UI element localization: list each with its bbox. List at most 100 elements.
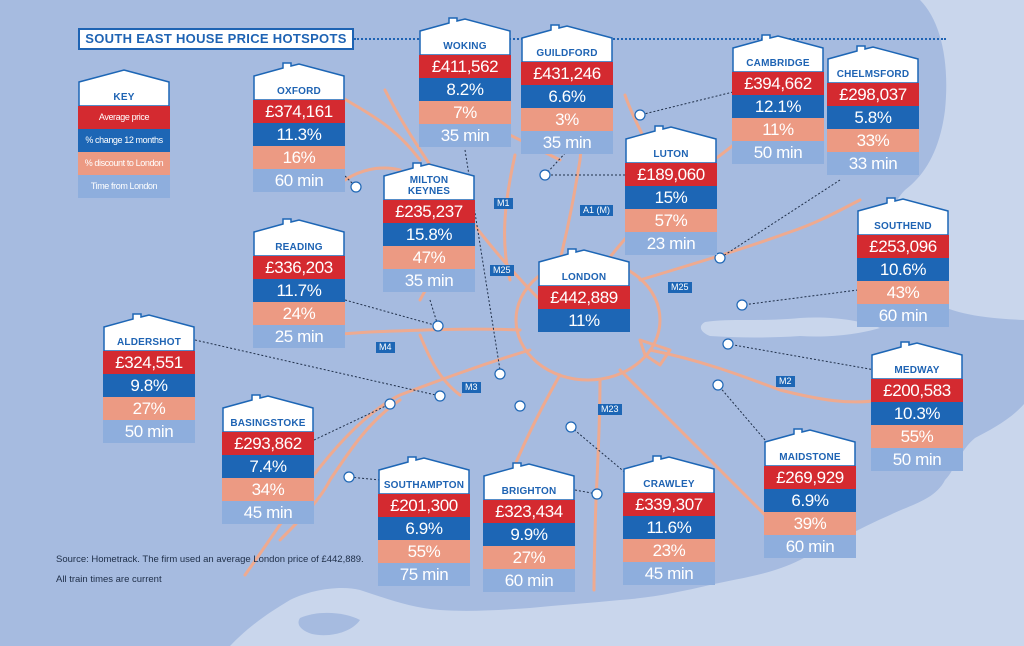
town-change: 11.6% <box>623 516 715 539</box>
town-price: £298,037 <box>827 83 919 106</box>
town-time: 60 min <box>483 569 575 592</box>
town-name: SOUTHEND <box>874 221 932 232</box>
town-change: 9.9% <box>483 523 575 546</box>
town-name: READING <box>275 242 323 253</box>
town-name: CRAWLEY <box>643 479 695 490</box>
house-roof-icon <box>625 125 717 163</box>
town-card-aldershot: ALDERSHOT £324,551 9.8% 27% 50 min <box>103 313 195 443</box>
road-label-m2: M2 <box>776 376 795 387</box>
leader-lines <box>194 91 876 495</box>
town-time: 45 min <box>623 562 715 585</box>
town-card-cambridge: CAMBRIDGE £394,662 12.1% 11% 50 min <box>732 34 824 164</box>
town-card-milton-keynes: MILTON KEYNES £235,237 15.8% 47% 35 min <box>383 162 475 292</box>
town-time: 60 min <box>764 535 856 558</box>
house-roof-icon <box>764 428 856 466</box>
map-key: KEY Average price % change 12 months % d… <box>78 68 170 198</box>
town-price: £324,551 <box>103 351 195 374</box>
town-change: 12.1% <box>732 95 824 118</box>
town-change: 15.8% <box>383 223 475 246</box>
town-time: 50 min <box>732 141 824 164</box>
town-price: £293,862 <box>222 432 314 455</box>
town-time: 45 min <box>222 501 314 524</box>
town-change: 8.2% <box>419 78 511 101</box>
town-price: £323,434 <box>483 500 575 523</box>
town-markers <box>343 109 748 500</box>
road-label-m23: M23 <box>598 404 622 415</box>
town-price: £411,562 <box>419 55 511 78</box>
town-time: 50 min <box>871 448 963 471</box>
town-name: GUILDFORD <box>536 48 598 59</box>
town-discount: 16% <box>253 146 345 169</box>
town-card-luton: LUTON £189,060 15% 57% 23 min <box>625 125 717 255</box>
town-price: £442,889 <box>538 286 630 309</box>
road-label-m25-west: M25 <box>490 265 514 276</box>
town-name: BRIGHTON <box>501 486 557 497</box>
town-card-crawley: CRAWLEY £339,307 11.6% 23% 45 min <box>623 455 715 585</box>
town-card-oxford: OXFORD £374,161 11.3% 16% 60 min <box>253 62 345 192</box>
town-name: MILTON KEYNES <box>407 175 451 197</box>
town-discount: 11% <box>732 118 824 141</box>
thames-estuary <box>700 317 880 338</box>
town-card-southampton: SOUTHAMPTON £201,300 6.9% 55% 75 min <box>378 456 470 586</box>
town-price: £339,307 <box>623 493 715 516</box>
town-card-basingstoke: BASINGSTOKE £293,862 7.4% 34% 45 min <box>222 394 314 524</box>
town-card-guildford: GUILDFORD £431,246 6.6% 3% 35 min <box>521 24 613 154</box>
town-discount: 57% <box>625 209 717 232</box>
town-discount: 27% <box>483 546 575 569</box>
town-price: £374,161 <box>253 100 345 123</box>
map-title: SOUTH EAST HOUSE PRICE HOTSPOTS <box>78 28 354 50</box>
house-roof-icon <box>623 455 715 493</box>
house-roof-icon <box>538 248 630 286</box>
isle-of-wight <box>298 612 360 636</box>
town-card-maidstone: MAIDSTONE £269,929 6.9% 39% 60 min <box>764 428 856 558</box>
town-time: 75 min <box>378 563 470 586</box>
title-divider <box>354 38 946 40</box>
town-discount: 39% <box>764 512 856 535</box>
town-discount: 24% <box>253 302 345 325</box>
town-time: 50 min <box>103 420 195 443</box>
town-change: 7.4% <box>222 455 314 478</box>
town-name: LONDON <box>561 272 607 283</box>
town-card-brighton: BRIGHTON £323,434 9.9% 27% 60 min <box>483 462 575 592</box>
town-change: 9.8% <box>103 374 195 397</box>
town-card-london: LONDON £442,889 11% <box>538 248 630 332</box>
town-price: £201,300 <box>378 494 470 517</box>
key-time-from-london: Time from London <box>78 175 170 198</box>
key-title: KEY <box>113 92 135 103</box>
road-label-m25-east: M25 <box>668 282 692 293</box>
town-time: 23 min <box>625 232 717 255</box>
town-discount: 7% <box>419 101 511 124</box>
town-price: £253,096 <box>857 235 949 258</box>
town-price: £189,060 <box>625 163 717 186</box>
town-discount: 33% <box>827 129 919 152</box>
town-change: 10.3% <box>871 402 963 425</box>
town-time: 35 min <box>521 131 613 154</box>
town-card-southend: SOUTHEND £253,096 10.6% 43% 60 min <box>857 197 949 327</box>
town-name: OXFORD <box>277 86 321 97</box>
town-card-chelmsford: CHELMSFORD £298,037 5.8% 33% 33 min <box>827 45 919 175</box>
town-name: WOKING <box>443 41 487 52</box>
town-time: 35 min <box>419 124 511 147</box>
town-discount: 27% <box>103 397 195 420</box>
house-roof-icon <box>521 24 613 62</box>
road-label-m1: M1 <box>494 198 513 209</box>
road-label-a1m: A1 (M) <box>580 205 613 216</box>
town-price: £269,929 <box>764 466 856 489</box>
town-time: 35 min <box>383 269 475 292</box>
town-price: £431,246 <box>521 62 613 85</box>
house-roof-icon <box>483 462 575 500</box>
town-discount: 47% <box>383 246 475 269</box>
town-change: 6.6% <box>521 85 613 108</box>
road-label-m4: M4 <box>376 342 395 353</box>
town-change: 5.8% <box>827 106 919 129</box>
house-roof-icon <box>383 162 475 200</box>
town-change: 15% <box>625 186 717 209</box>
town-name: ALDERSHOT <box>116 337 182 348</box>
source-note: Source: Hometrack. The firm used an aver… <box>56 554 364 565</box>
road-label-m3: M3 <box>462 382 481 393</box>
house-roof-icon <box>253 218 345 256</box>
town-name: MAIDSTONE <box>779 452 841 463</box>
house-roof-icon <box>378 456 470 494</box>
town-time: 33 min <box>827 152 919 175</box>
